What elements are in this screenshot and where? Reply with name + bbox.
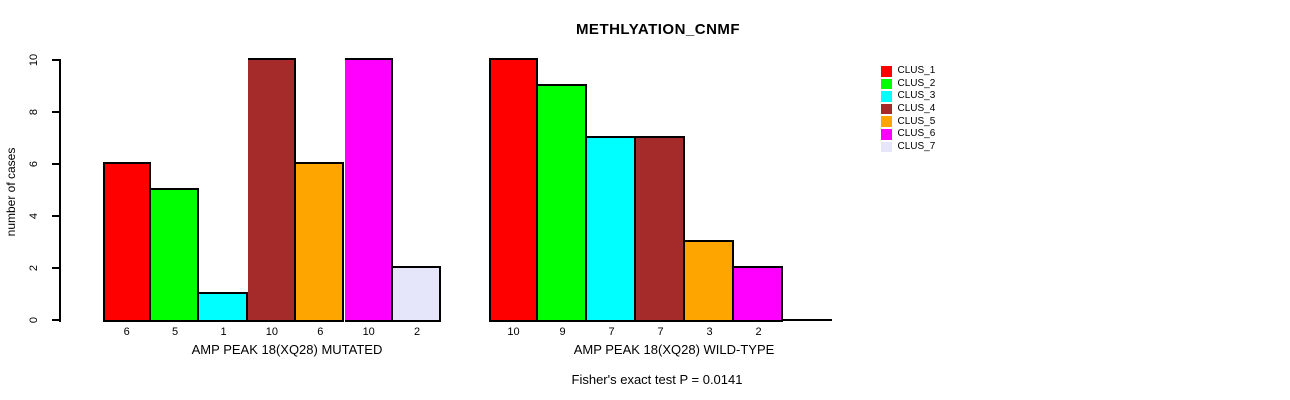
y-tick-label: 0	[28, 316, 40, 324]
bar-value-label: 7	[657, 326, 664, 338]
bar-clus_3	[199, 292, 248, 322]
bar-clus_1	[102, 162, 151, 322]
y-tick-mark	[52, 267, 60, 269]
bar-value-label: 5	[172, 326, 179, 338]
y-axis-label: number of cases	[4, 147, 18, 237]
legend-label: CLUS_6	[897, 128, 936, 140]
bar-value-label: 6	[123, 326, 130, 338]
bar-zero-clus_7	[783, 319, 832, 321]
bar-value-label: 10	[265, 326, 279, 338]
y-tick-mark	[52, 163, 60, 165]
bar-clus_3	[587, 136, 636, 322]
group-x-axis-label: AMP PEAK 18(XQ28) MUTATED	[191, 342, 383, 357]
legend: CLUS_1 CLUS_2 CLUS_3 CLUS_4 CLUS_5 CLUS_6 CLUS…	[881, 65, 935, 153]
legend-swatch-clus_2	[881, 78, 892, 90]
legend-item: CLUS_6	[881, 128, 935, 141]
y-tick-label: 2	[28, 264, 40, 272]
y-axis-line	[59, 59, 61, 322]
bar-value-label: 10	[362, 326, 375, 338]
bar-clus_2	[150, 188, 200, 322]
legend-swatch-clus_1	[881, 66, 892, 77]
bar-value-label: 10	[507, 326, 520, 338]
legend-label: CLUS_1	[897, 65, 936, 77]
legend-label: CLUS_4	[897, 103, 936, 115]
legend-swatch-clus_4	[881, 103, 892, 115]
legend-swatch-clus_7	[881, 141, 892, 153]
chart-title: METHLYATION_CNMF	[575, 21, 741, 38]
bar-clus_4	[247, 58, 297, 322]
bar-clus_7	[392, 266, 442, 322]
bar-value-label: 1	[220, 326, 227, 338]
legend-label: CLUS_3	[897, 90, 936, 102]
fisher-test-annotation: Fisher's exact test P = 0.0141	[571, 372, 743, 387]
bar-value-label: 2	[755, 326, 762, 338]
legend-item: CLUS_4	[881, 103, 935, 116]
bar-clus_5	[685, 240, 734, 322]
bar-value-label: 2	[414, 326, 421, 338]
bar-value-label: 3	[706, 326, 713, 338]
bar-clus_2	[538, 84, 587, 322]
y-tick-label: 8	[28, 108, 40, 116]
y-tick-mark	[52, 319, 60, 321]
y-tick-label: 6	[28, 160, 40, 168]
y-tick-label: 10	[28, 53, 40, 67]
legend-swatch-clus_6	[881, 129, 892, 140]
legend-label: CLUS_2	[897, 77, 936, 89]
bar-value-label: 9	[559, 326, 566, 338]
legend-swatch-clus_5	[881, 116, 892, 127]
legend-label: CLUS_7	[897, 140, 936, 152]
group-x-axis-label: AMP PEAK 18(XQ28) WILD-TYPE	[573, 342, 775, 357]
bar-clus_4	[636, 136, 685, 322]
bar-clus_6	[344, 58, 393, 322]
y-tick-mark	[52, 111, 60, 113]
legend-item: CLUS_2	[881, 78, 935, 91]
bar-value-label: 6	[317, 326, 324, 338]
legend-item: CLUS_1	[881, 65, 935, 78]
legend-item: CLUS_3	[881, 90, 935, 103]
legend-item: CLUS_7	[881, 141, 935, 154]
bar-clus_1	[489, 58, 538, 322]
legend-swatch-clus_3	[881, 91, 892, 102]
bar-clus_6	[734, 266, 783, 322]
bar-clus_5	[296, 162, 345, 322]
legend-label: CLUS_5	[897, 115, 936, 127]
y-tick-mark	[52, 215, 60, 217]
y-tick-label: 4	[28, 212, 40, 220]
y-tick-mark	[52, 59, 60, 61]
legend-item: CLUS_5	[881, 115, 935, 128]
bar-value-label: 7	[608, 326, 615, 338]
